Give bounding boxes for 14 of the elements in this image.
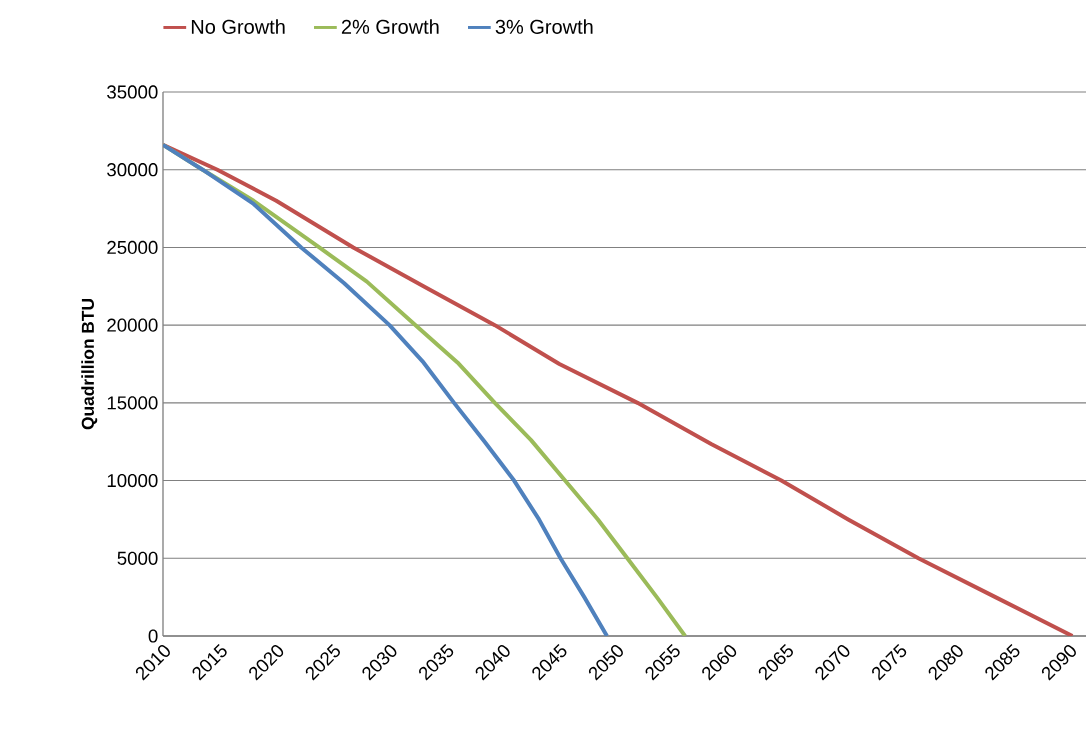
y-tick-label: 20000: [107, 318, 158, 332]
y-tick-label: 30000: [107, 163, 158, 177]
y-tick-label: 35000: [107, 85, 158, 99]
y-tick-label: 10000: [107, 473, 158, 488]
y-tick-label: 0: [148, 629, 158, 643]
y-tick-label: 15000: [107, 396, 158, 410]
legend-label: 3% Growth: [495, 19, 593, 34]
y-tick-label: 25000: [107, 240, 158, 255]
y-tick-label: 5000: [117, 551, 158, 565]
line-series: [163, 142, 609, 636]
legend-label: 2% Growth: [341, 19, 439, 34]
y-axis-title: Quadrillion BTU: [81, 299, 98, 430]
line-series: [163, 142, 1075, 636]
legend-label: No Growth: [191, 19, 285, 34]
